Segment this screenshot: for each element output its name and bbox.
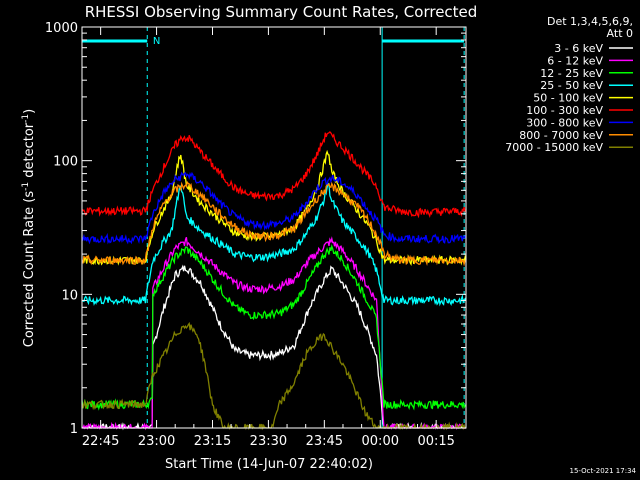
legend-label-1: 6 - 12 keV xyxy=(547,54,603,67)
legend-label-2: 12 - 25 keV xyxy=(540,67,603,80)
x-axis: 22:45 23:00 23:15 23:30 23:45 00:00 00:15 xyxy=(82,27,455,449)
chart-title: RHESSI Observing Summary Count Rates, Co… xyxy=(85,3,478,21)
legend-label-5: 100 - 300 keV xyxy=(526,104,603,117)
plot-frame xyxy=(81,26,467,429)
series-line-5 xyxy=(81,130,467,219)
y-tick-label-0: 1 xyxy=(70,422,78,437)
legend-label-4: 50 - 100 keV xyxy=(533,92,603,105)
legend-label-6: 300 - 800 keV xyxy=(526,116,603,129)
legend-label-8: 7000 - 15000 keV xyxy=(505,141,603,154)
legend-label-0: 3 - 6 keV xyxy=(554,42,603,55)
plot-area: 22:45 23:00 23:15 23:30 23:45 00:00 00:15 1101… xyxy=(45,21,467,449)
y-axis-label: Corrected Count Rate (s-1 detector-1) xyxy=(21,109,37,347)
x-tick-label-4: 23:45 xyxy=(306,434,343,449)
x-tick-label-3: 23:30 xyxy=(250,434,287,449)
legend-label-3: 25 - 50 keV xyxy=(540,79,603,92)
x-tick-label-5: 00:00 xyxy=(362,434,399,449)
x-tick-label-1: 23:00 xyxy=(138,434,175,449)
series-line-1 xyxy=(81,236,467,431)
attenuator-bands xyxy=(82,27,465,428)
x-tick-label-2: 23:15 xyxy=(194,434,231,449)
series-line-3 xyxy=(82,182,467,307)
flag-label: N xyxy=(153,36,160,47)
x-tick-label-0: 22:45 xyxy=(82,434,119,449)
series-line-8 xyxy=(81,321,466,431)
y-tick-label-1: 10 xyxy=(61,288,78,303)
series-line-4 xyxy=(81,149,467,267)
x-axis-label: Start Time (14-Jun-07 22:40:02) xyxy=(165,457,373,472)
series-line-0 xyxy=(81,264,466,431)
series-line-2 xyxy=(81,244,467,411)
y-tick-label-2: 100 xyxy=(53,155,78,170)
legend-label-7: 800 - 7000 keV xyxy=(519,129,603,142)
y-tick-label-3: 1000 xyxy=(45,21,78,36)
timestamp: 15-Oct-2021 17:34 xyxy=(570,467,637,475)
series-line-7 xyxy=(81,180,467,267)
series-lines xyxy=(81,130,467,431)
series-line-6 xyxy=(81,171,467,245)
legend-header-line2: Att 0 xyxy=(607,27,633,40)
x-tick-label-6: 00:15 xyxy=(417,434,454,449)
y-axis: 1 10 100 1000 xyxy=(45,21,466,437)
legend-header-line1: Det 1,3,4,5,6,9, xyxy=(547,15,633,28)
